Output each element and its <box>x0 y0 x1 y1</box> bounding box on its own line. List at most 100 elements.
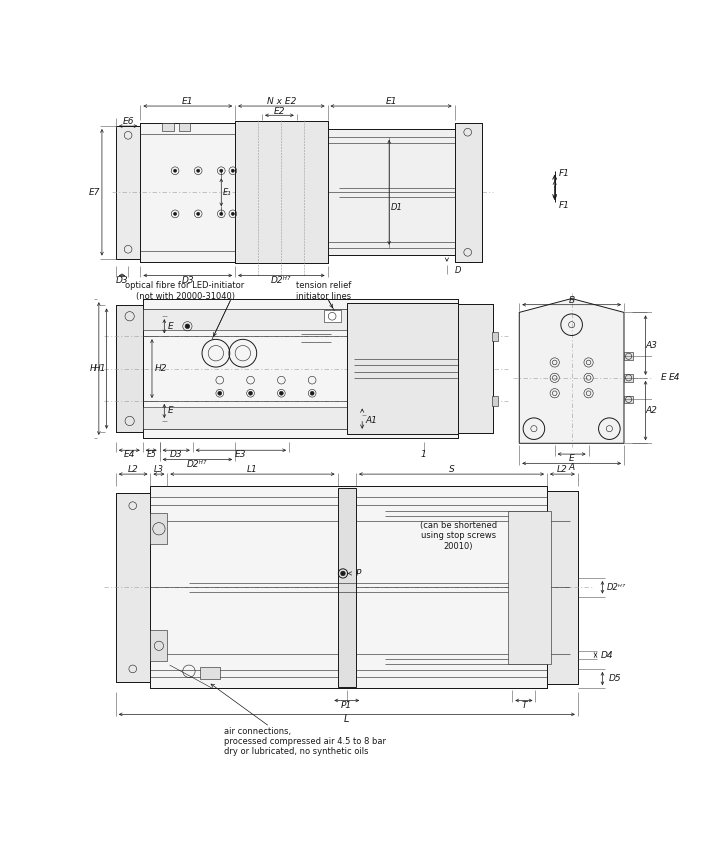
Text: A1: A1 <box>366 416 377 426</box>
Text: (can be shortened
using stop screws
20010): (can be shortened using stop screws 2001… <box>420 521 497 551</box>
Circle shape <box>310 391 314 396</box>
Text: D3: D3 <box>182 275 194 285</box>
Bar <box>116 305 142 432</box>
Circle shape <box>185 324 190 329</box>
Bar <box>459 304 493 433</box>
Text: D2ᴴ⁷: D2ᴴ⁷ <box>606 583 626 592</box>
Polygon shape <box>519 299 624 444</box>
Bar <box>337 488 356 686</box>
Bar <box>150 513 167 544</box>
Bar <box>201 667 220 679</box>
Text: D3: D3 <box>170 450 182 459</box>
Text: P: P <box>356 569 361 578</box>
Bar <box>142 299 459 438</box>
Bar <box>454 123 481 262</box>
Bar <box>491 396 498 406</box>
Bar <box>162 123 174 130</box>
Text: E1: E1 <box>182 97 193 106</box>
Text: L2: L2 <box>557 465 568 474</box>
Bar <box>454 123 481 262</box>
Text: F1: F1 <box>558 168 569 178</box>
Text: D1: D1 <box>391 203 403 212</box>
Text: S: S <box>449 465 454 474</box>
Text: D2ᴴ⁷: D2ᴴ⁷ <box>271 276 292 286</box>
Text: B: B <box>569 295 575 305</box>
Text: E: E <box>661 373 667 383</box>
Text: P1: P1 <box>341 701 353 710</box>
Bar <box>116 126 140 258</box>
Text: E: E <box>569 454 574 463</box>
Text: optical fibre for LED-initiator
(not with 20000-31040): optical fibre for LED-initiator (not wit… <box>126 281 245 300</box>
Text: E1: E1 <box>385 97 397 106</box>
Circle shape <box>220 169 222 172</box>
Text: L3: L3 <box>154 465 164 474</box>
Circle shape <box>279 391 284 396</box>
Circle shape <box>231 169 234 172</box>
Text: D5: D5 <box>608 674 621 683</box>
Bar <box>142 407 459 429</box>
Text: E: E <box>168 407 173 415</box>
Bar <box>179 123 190 130</box>
Text: H2: H2 <box>155 364 167 373</box>
Text: E5: E5 <box>146 450 156 459</box>
Bar <box>150 486 547 688</box>
Bar <box>142 309 459 330</box>
Circle shape <box>231 212 234 215</box>
Text: A: A <box>569 463 575 473</box>
Bar <box>116 305 142 432</box>
Bar <box>347 303 459 434</box>
Text: H1: H1 <box>94 364 107 373</box>
Circle shape <box>249 391 252 396</box>
Text: air connections,
processed compressed air 4.5 to 8 bar
dry or lubricated, no syn: air connections, processed compressed ai… <box>224 727 385 757</box>
Text: D: D <box>455 266 462 275</box>
Circle shape <box>174 169 177 172</box>
Bar <box>347 303 459 434</box>
Text: E6: E6 <box>122 117 134 126</box>
Circle shape <box>196 169 200 172</box>
Bar <box>140 123 235 262</box>
Bar <box>150 486 547 688</box>
Text: E: E <box>168 322 173 331</box>
Text: 1: 1 <box>421 450 427 459</box>
Bar <box>624 396 633 403</box>
Bar <box>508 511 551 663</box>
Bar <box>116 492 150 682</box>
Bar <box>140 123 235 262</box>
Bar <box>547 491 578 684</box>
Text: N x E2: N x E2 <box>267 97 296 106</box>
Bar <box>624 374 633 382</box>
Text: F1: F1 <box>558 201 569 210</box>
Bar <box>324 310 341 323</box>
Text: A3: A3 <box>646 341 658 349</box>
Text: T: T <box>521 701 526 710</box>
Text: L1: L1 <box>247 465 258 474</box>
Bar <box>116 126 140 258</box>
Bar <box>142 299 459 438</box>
Circle shape <box>341 571 345 576</box>
Bar <box>547 491 578 684</box>
Text: H: H <box>89 364 96 373</box>
Circle shape <box>174 212 177 215</box>
Text: E4: E4 <box>669 373 680 383</box>
Bar <box>116 492 150 682</box>
Text: E7: E7 <box>89 188 100 196</box>
Bar <box>624 353 633 360</box>
Text: L: L <box>344 714 350 724</box>
Text: E2: E2 <box>273 107 285 116</box>
Text: E4: E4 <box>124 450 135 459</box>
Bar <box>150 631 167 662</box>
Bar <box>459 304 493 433</box>
Text: E3: E3 <box>235 450 246 459</box>
Circle shape <box>220 212 222 215</box>
Bar <box>235 122 328 263</box>
Bar <box>491 332 498 341</box>
Bar <box>328 130 454 256</box>
Bar <box>235 122 328 263</box>
Text: A2: A2 <box>646 406 658 415</box>
Text: D4: D4 <box>601 650 614 660</box>
Circle shape <box>218 391 222 396</box>
Bar <box>328 130 454 256</box>
Text: tension relief
initiator lines: tension relief initiator lines <box>296 281 351 300</box>
Text: D3: D3 <box>116 275 128 285</box>
Text: L2: L2 <box>128 465 138 474</box>
